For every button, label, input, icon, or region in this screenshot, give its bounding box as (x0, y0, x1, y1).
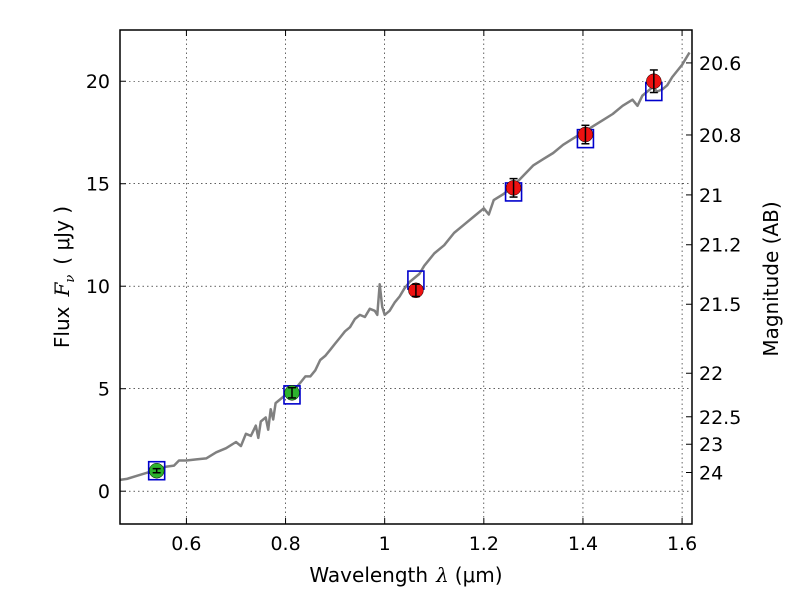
x-tick-label: 1.4 (568, 533, 598, 555)
y-tick-label: 15 (86, 174, 110, 196)
magnitude-tick-label: 21.5 (699, 294, 741, 316)
x-tick-label: 1 (379, 533, 391, 555)
x-tick-label: 1.2 (469, 533, 499, 555)
y-axis-label: FluxFν( μJy ) (50, 206, 78, 348)
y-tick-label: 20 (86, 71, 110, 93)
magnitude-tick-label: 21 (699, 185, 723, 207)
grid (120, 30, 692, 524)
model-photometry-square (147, 460, 166, 481)
data-series (119, 51, 691, 482)
x-tick-label: 0.8 (270, 533, 300, 555)
magnitude-tick-label: 21.2 (699, 235, 741, 257)
x-axis-label: Wavelength λ (μm) (309, 563, 502, 587)
y-tick-label: 10 (86, 276, 110, 298)
spectrum-line (119, 51, 691, 482)
magnitude-tick-label: 20.6 (699, 53, 741, 75)
plot-frame (119, 29, 693, 525)
axis-ticks: 0.6 0.8 1 1.2 1.4 1.6 0 5 10 15 20 20.6 20.8 21 21.2 21… (86, 30, 741, 555)
y-tick-label: 0 (98, 481, 110, 503)
x-tick-label: 0.6 (171, 533, 201, 555)
magnitude-tick-label: 22.5 (699, 407, 741, 429)
magnitude-tick-label: 24 (699, 463, 723, 485)
magnitude-tick-label: 20.8 (699, 125, 741, 147)
x-tick-label: 1.6 (667, 533, 697, 555)
magnitude-axis-label: Magnitude (AB) (759, 201, 783, 356)
magnitude-tick-label: 22 (699, 363, 723, 385)
y-tick-label: 5 (98, 379, 110, 401)
magnitude-tick-label: 23 (699, 434, 723, 456)
